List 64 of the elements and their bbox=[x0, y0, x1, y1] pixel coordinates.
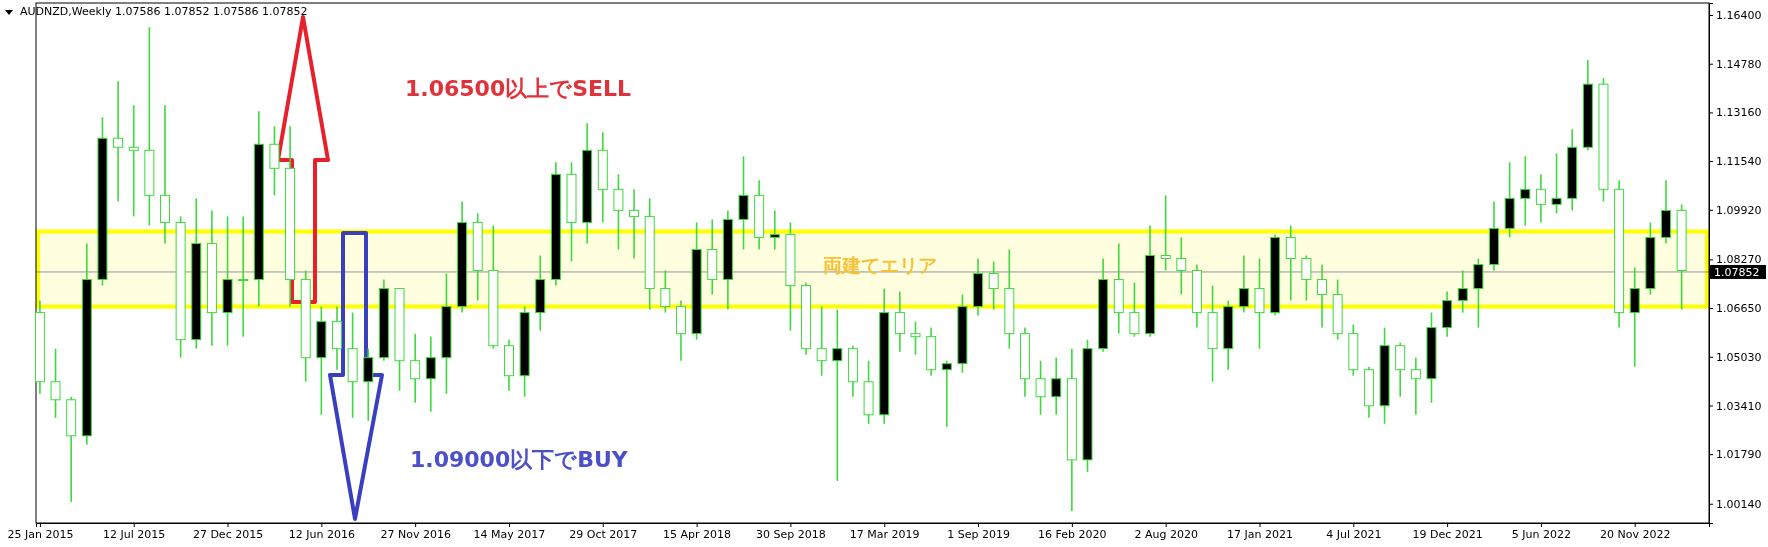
chart-title: AUDNZD,Weekly 1.07586 1.07852 1.07586 1.07852 bbox=[20, 5, 308, 18]
x-tick-label: 14 May 2017 bbox=[473, 527, 546, 541]
candlestick bbox=[1176, 236, 1187, 296]
x-tick-label: 27 Dec 2015 bbox=[192, 527, 264, 541]
candlestick bbox=[660, 269, 671, 314]
ref-line-label: 1.07852 bbox=[1714, 265, 1760, 279]
x-tick-label: 4 Jul 2021 bbox=[1326, 527, 1382, 541]
y-tick-label: 1.14780 bbox=[1716, 57, 1762, 71]
candlestick bbox=[238, 215, 249, 338]
candlestick bbox=[1301, 254, 1312, 302]
candlestick bbox=[1410, 356, 1421, 416]
annotation: 1.09000以下でBUY bbox=[410, 447, 629, 472]
candlestick bbox=[1129, 281, 1140, 338]
candlestick bbox=[1051, 356, 1062, 416]
candlestick bbox=[1238, 254, 1249, 314]
candlestick bbox=[613, 173, 624, 251]
candlestick bbox=[410, 332, 421, 404]
candlestick bbox=[1551, 152, 1562, 215]
candlestick bbox=[941, 359, 952, 428]
x-tick-label: 17 Jan 2021 bbox=[1227, 527, 1293, 541]
annotation: 1.06500以上でSELL bbox=[405, 76, 632, 101]
y-tick-label: 1.03410 bbox=[1716, 399, 1762, 413]
candlestick bbox=[1535, 173, 1546, 224]
x-tick-label: 1 Sep 2019 bbox=[947, 527, 1010, 541]
x-tick-label: 15 Apr 2018 bbox=[663, 527, 732, 541]
x-tick-label: 27 Nov 2016 bbox=[380, 527, 451, 541]
candlestick bbox=[894, 290, 905, 353]
y-tick-label: 1.05030 bbox=[1716, 350, 1762, 364]
candlestick bbox=[1285, 224, 1296, 302]
y-tick-label: 1.00140 bbox=[1716, 497, 1762, 511]
x-tick-label: 19 Dec 2021 bbox=[1412, 527, 1483, 541]
x-tick-label: 30 Sep 2018 bbox=[756, 527, 826, 541]
candlestick bbox=[832, 308, 843, 482]
x-tick-label: 20 Nov 2022 bbox=[1600, 527, 1671, 541]
candlestick bbox=[1317, 263, 1328, 329]
candlestick bbox=[50, 347, 61, 419]
candlestick bbox=[1457, 269, 1468, 314]
y-tick-label: 1.06650 bbox=[1716, 302, 1762, 316]
candlestick bbox=[1520, 155, 1531, 227]
candlestick bbox=[988, 260, 999, 311]
y-tick-label: 1.11540 bbox=[1716, 155, 1762, 169]
x-tick-label: 17 Mar 2019 bbox=[849, 527, 920, 541]
candlestick bbox=[816, 305, 827, 377]
x-tick-label: 2 Aug 2020 bbox=[1134, 527, 1198, 541]
candlestick bbox=[425, 335, 436, 413]
x-tick-label: 12 Jun 2016 bbox=[288, 527, 355, 541]
x-tick-label: 16 Feb 2020 bbox=[1038, 527, 1107, 541]
y-tick-label: 1.09920 bbox=[1716, 203, 1762, 217]
candlestick bbox=[1035, 359, 1046, 416]
y-tick-label: 1.16400 bbox=[1716, 9, 1762, 23]
candlestick bbox=[629, 188, 640, 260]
x-tick-label: 12 Jul 2015 bbox=[103, 527, 166, 541]
x-tick-label: 25 Jan 2015 bbox=[7, 527, 74, 541]
y-tick-label: 1.08270 bbox=[1716, 253, 1762, 267]
candlestick bbox=[769, 209, 780, 251]
candlestick bbox=[113, 80, 124, 203]
x-tick-label: 29 Oct 2017 bbox=[569, 527, 638, 541]
candlestick bbox=[910, 320, 921, 356]
y-tick-label: 1.01790 bbox=[1716, 448, 1762, 462]
band-label: 両建てエリア bbox=[823, 253, 937, 276]
y-tick-label: 1.13160 bbox=[1716, 106, 1762, 120]
candlestick bbox=[128, 104, 139, 218]
candlestick bbox=[1160, 194, 1171, 272]
x-tick-label: 5 Jun 2022 bbox=[1511, 527, 1572, 541]
